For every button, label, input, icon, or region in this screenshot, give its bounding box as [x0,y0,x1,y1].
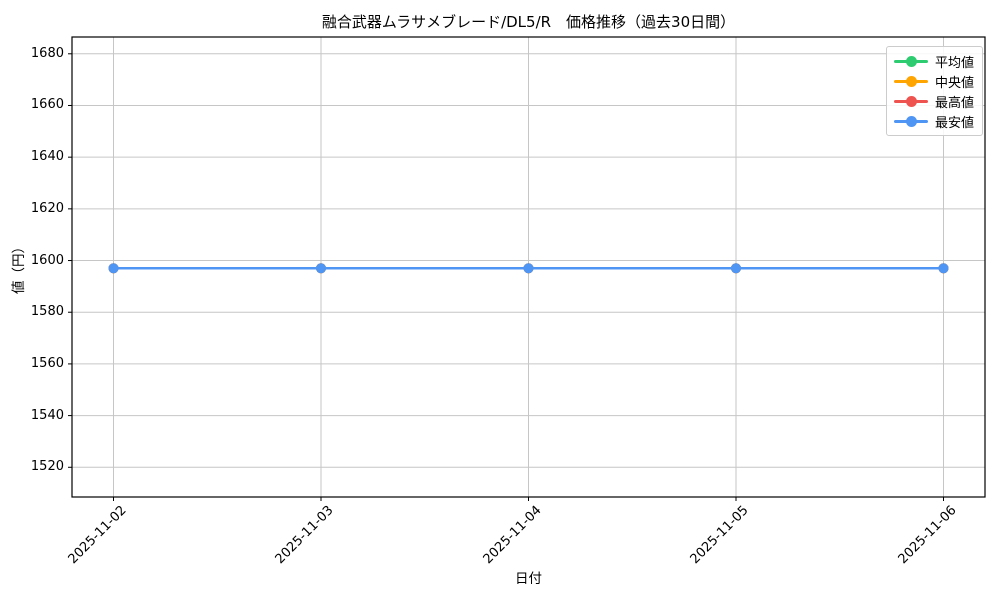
legend-marker-icon [894,91,928,111]
legend-item-2: 最高値 [894,91,974,111]
y-tick-label: 1680 [30,45,64,61]
data-point-3-0 [108,263,119,274]
plot-border [71,36,986,498]
y-tick-label: 1620 [30,200,64,216]
data-point-3-4 [938,263,949,274]
data-point-3-2 [523,263,534,274]
y-axis-label: 値（円） [11,240,27,294]
legend-marker-icon [894,51,928,71]
legend-item-1: 中央値 [894,71,974,91]
legend-label: 平均値 [935,55,975,71]
legend-item-3: 最安値 [894,111,974,131]
y-tick-label: 1520 [30,459,64,475]
legend-label: 中央値 [935,75,975,91]
data-point-3-3 [731,263,741,274]
legend-label: 最安値 [935,115,975,131]
y-tick-label: 1600 [30,252,64,268]
y-tick-label: 1640 [30,149,64,165]
legend-marker-icon [894,71,928,91]
legend-item-0: 平均値 [894,51,974,71]
y-tick-label: 1560 [30,355,64,371]
data-point-3-1 [316,263,326,274]
y-tick-label: 1580 [30,304,64,320]
x-axis-label: 日付 [515,571,542,587]
legend: 平均値中央値最高値最安値 [886,46,984,136]
y-tick-label: 1540 [30,407,64,423]
legend-label: 最高値 [935,95,975,111]
chart-title: 融合武器ムラサメブレード/DL5/R 価格推移（過去30日間） [321,13,736,31]
y-tick-label: 1660 [30,97,64,113]
legend-marker-icon [894,111,928,131]
